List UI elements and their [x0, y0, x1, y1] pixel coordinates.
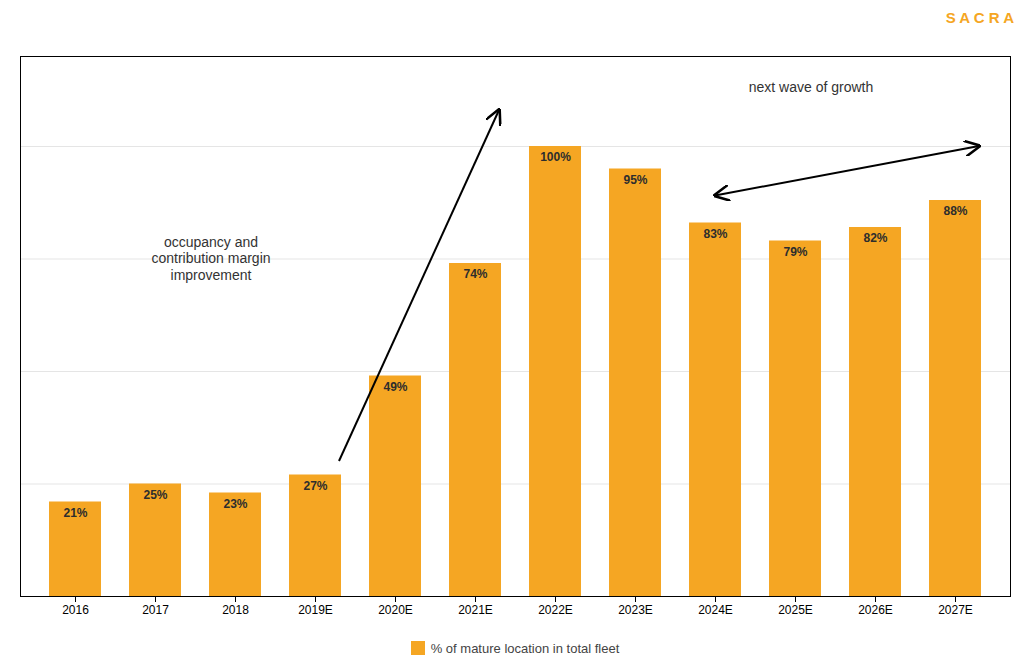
svg-text:2023E: 2023E	[618, 603, 653, 617]
svg-text:occupancy andcontribution marg: occupancy andcontribution marginimprovem…	[151, 234, 270, 284]
svg-text:2019E: 2019E	[298, 603, 333, 617]
svg-text:2020E: 2020E	[378, 603, 413, 617]
svg-text:83%: 83%	[703, 227, 727, 241]
svg-text:100%: 100%	[540, 150, 571, 164]
svg-text:23%: 23%	[223, 497, 247, 511]
svg-text:2027E: 2027E	[938, 603, 973, 617]
svg-text:2018: 2018	[222, 603, 249, 617]
svg-text:25%: 25%	[143, 488, 167, 502]
svg-text:79%: 79%	[783, 245, 807, 259]
html-text:S A C R A: S A C R A	[945, 9, 1014, 26]
svg-text:95%: 95%	[623, 173, 647, 187]
svg-text:21%: 21%	[63, 506, 87, 520]
svg-text:49%: 49%	[383, 380, 407, 394]
svg-text:88%: 88%	[943, 204, 967, 218]
svg-text:next wave of growth: next wave of growth	[749, 79, 874, 95]
svg-text:2017: 2017	[142, 603, 169, 617]
svg-text:2022E: 2022E	[538, 603, 573, 617]
svg-text:2025E: 2025E	[778, 603, 813, 617]
svg-text:27%: 27%	[303, 479, 327, 493]
svg-text:82%: 82%	[863, 231, 887, 245]
svg-text:2016: 2016	[62, 603, 89, 617]
html-text:% of mature location in total: % of mature location in total fleet	[430, 640, 620, 656]
svg-text:2026E: 2026E	[858, 603, 893, 617]
svg-text:2021E: 2021E	[458, 603, 493, 617]
svg-text:2024E: 2024E	[698, 603, 733, 617]
svg-text:74%: 74%	[463, 267, 487, 281]
